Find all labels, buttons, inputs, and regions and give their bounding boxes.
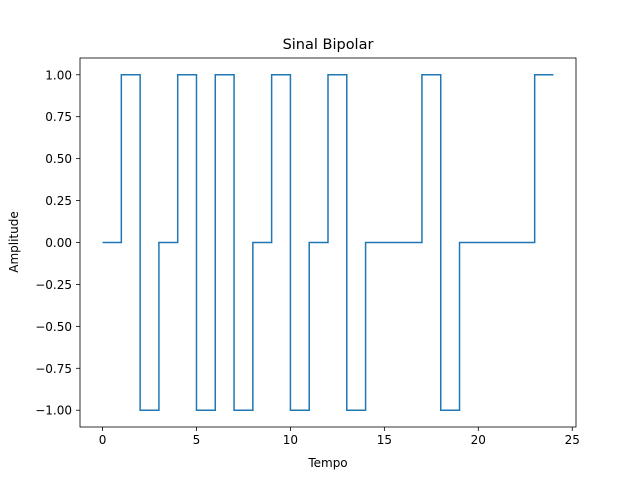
x-tick-label: 5 [193, 433, 201, 447]
y-tick-label: 0.25 [45, 194, 72, 208]
x-tick-label: 15 [377, 433, 392, 447]
y-tick-label: 0.50 [45, 152, 72, 166]
y-tick-label: −0.25 [35, 278, 72, 292]
y-axis-ticks: −1.00 −0.75 −0.50 −0.25 0.00 0.25 0.50 0.75 1.00 [35, 68, 80, 418]
plot-area [79, 57, 577, 428]
y-tick-label: 1.00 [45, 68, 72, 82]
y-axis-label: Amplitude [7, 211, 21, 273]
y-tick-label: −1.00 [35, 404, 72, 418]
x-tick-label: 10 [283, 433, 298, 447]
x-tick-label: 25 [565, 433, 580, 447]
chart-title: Sinal Bipolar [283, 37, 374, 53]
x-tick-label: 20 [471, 433, 486, 447]
y-tick-label: −0.50 [35, 320, 72, 334]
x-axis-ticks: 0 5 10 15 20 25 [99, 427, 580, 447]
y-tick-label: 0.00 [45, 236, 72, 250]
x-tick-label: 0 [99, 433, 107, 447]
y-tick-label: 0.75 [45, 110, 72, 124]
x-axis-label: Tempo [307, 456, 347, 470]
y-tick-label: −0.75 [35, 362, 72, 376]
series-line-0 [102, 74, 554, 411]
